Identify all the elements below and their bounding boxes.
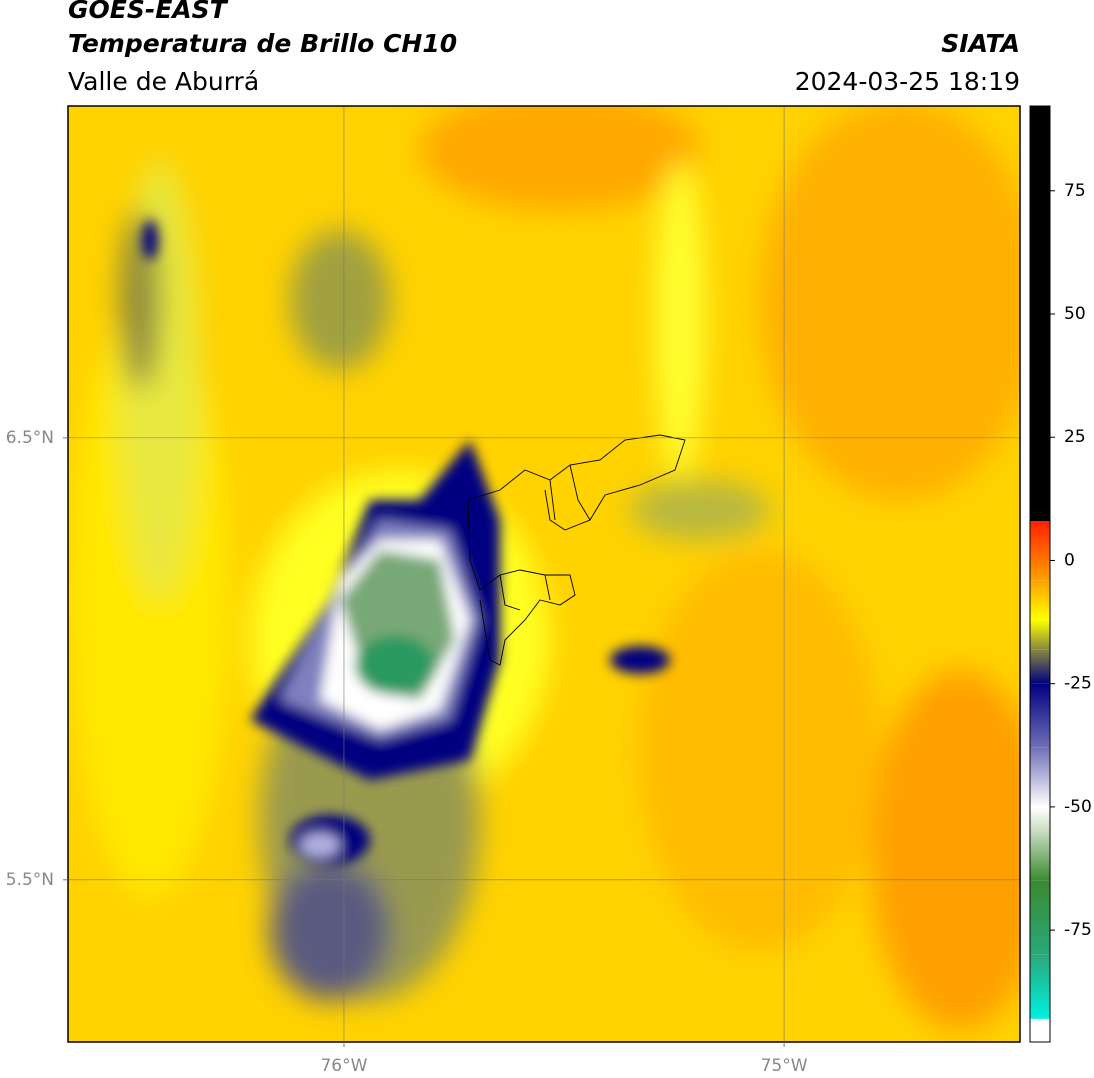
x-tick-label: 76°W (320, 1056, 367, 1076)
colorbar-segment (1030, 880, 1050, 955)
colorbar-tick-label: -50 (1064, 797, 1092, 817)
title: GOES-EAST (68, 0, 229, 24)
colorbar-segment (1030, 649, 1050, 684)
colorbar-over (1030, 106, 1050, 522)
colorbar-segment (1030, 580, 1050, 620)
colorbar-segment (1030, 683, 1050, 748)
colorbar-segment (1030, 831, 1050, 881)
colorbar-tick-label: -25 (1064, 674, 1092, 694)
colorbar-tick-label: 25 (1064, 427, 1086, 447)
colorbar-tick-label: 50 (1064, 304, 1086, 324)
colorbar-tick-label: 75 (1064, 181, 1086, 201)
colorbar-tick-label: 0 (1064, 550, 1075, 570)
region: Valle de Aburrá (68, 67, 259, 96)
colorbar-segment (1030, 521, 1050, 581)
colorbar-frame (1029, 105, 1051, 1043)
colorbar-tick-label: -75 (1064, 920, 1092, 940)
x-tick-label: 75°W (761, 1056, 808, 1076)
colorbar-segment (1030, 954, 1050, 1019)
subtitle: Temperatura de Brillo CH10 (68, 29, 457, 58)
colorbar-under (1030, 1018, 1050, 1042)
colorbar-segment (1030, 619, 1050, 650)
colorbar-segment (1030, 806, 1050, 832)
y-tick-label: 6.5°N (6, 428, 54, 448)
map-frame (67, 105, 1021, 1043)
datetime: 2024-03-25 18:19 (795, 67, 1020, 96)
satellite-image (68, 106, 1020, 1042)
municipal-boundaries (467, 434, 686, 666)
colorbar-segment (1030, 747, 1050, 807)
source: SIATA (941, 29, 1020, 58)
y-tick-label: 5.5°N (6, 870, 54, 890)
